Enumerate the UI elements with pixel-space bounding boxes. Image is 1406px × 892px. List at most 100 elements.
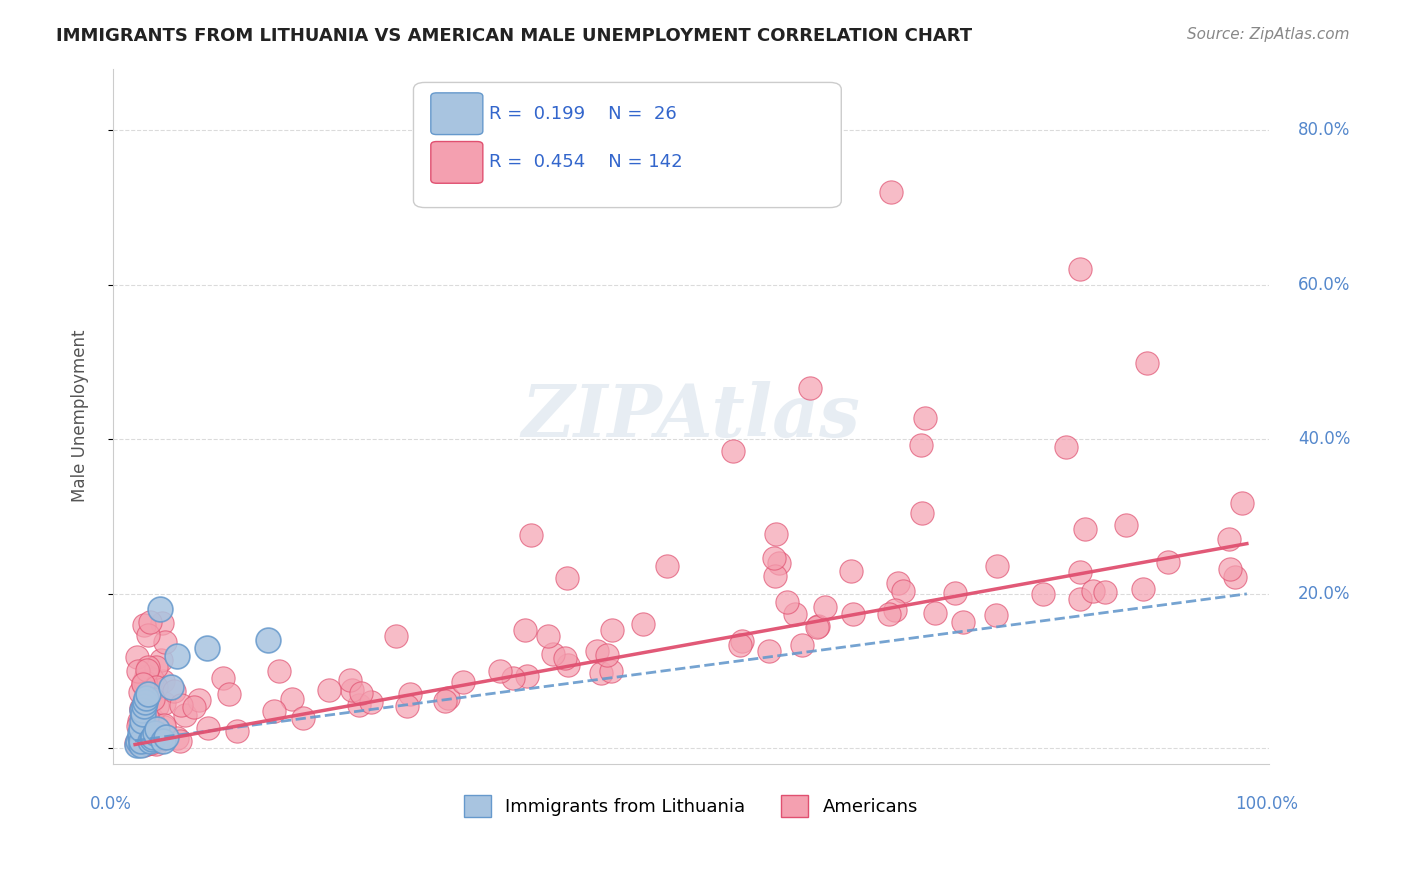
- Americans: [132, 711, 155, 725]
- Americans: [557, 657, 579, 672]
- Americans: [799, 381, 821, 395]
- Americans: [451, 674, 474, 689]
- Immigrants from Lithuania: [127, 738, 149, 752]
- Americans: [814, 600, 837, 615]
- Americans: [886, 575, 908, 590]
- Americans: [142, 673, 165, 688]
- Americans: [138, 731, 160, 745]
- Americans: [537, 629, 560, 643]
- Immigrants from Lithuania: [132, 698, 155, 713]
- Americans: [555, 571, 578, 585]
- Americans: [543, 647, 565, 661]
- Immigrants from Lithuania: [129, 733, 152, 747]
- Americans: [1054, 440, 1077, 454]
- Immigrants from Lithuania: [257, 633, 280, 648]
- Americans: [141, 728, 163, 742]
- Americans: [730, 634, 752, 648]
- Immigrants from Lithuania: [148, 602, 170, 616]
- Americans: [839, 564, 862, 578]
- Americans: [943, 585, 966, 599]
- Americans: [267, 664, 290, 678]
- Y-axis label: Male Unemployment: Male Unemployment: [72, 330, 89, 502]
- Americans: [263, 704, 285, 718]
- Americans: [146, 699, 169, 714]
- Immigrants from Lithuania: [152, 733, 174, 747]
- Americans: [145, 737, 167, 751]
- Americans: [776, 595, 799, 609]
- Americans: [132, 618, 155, 632]
- FancyBboxPatch shape: [413, 82, 841, 208]
- Americans: [145, 660, 167, 674]
- Americans: [758, 643, 780, 657]
- Americans: [952, 615, 974, 629]
- Americans: [149, 731, 172, 746]
- Americans: [785, 607, 807, 621]
- Americans: [842, 607, 865, 621]
- Americans: [163, 684, 186, 698]
- Americans: [150, 615, 173, 630]
- Americans: [141, 672, 163, 686]
- Immigrants from Lithuania: [131, 703, 153, 717]
- Americans: [342, 683, 364, 698]
- Americans: [1218, 532, 1240, 546]
- Americans: [516, 669, 538, 683]
- Americans: [883, 603, 905, 617]
- Text: IMMIGRANTS FROM LITHUANIA VS AMERICAN MALE UNEMPLOYMENT CORRELATION CHART: IMMIGRANTS FROM LITHUANIA VS AMERICAN MA…: [56, 27, 973, 45]
- Americans: [591, 665, 613, 680]
- Americans: [131, 703, 153, 717]
- Americans: [910, 438, 932, 452]
- FancyBboxPatch shape: [430, 93, 482, 135]
- Americans: [891, 584, 914, 599]
- Text: 100.0%: 100.0%: [1234, 795, 1298, 814]
- Americans: [1223, 570, 1246, 584]
- Americans: [1230, 496, 1253, 510]
- Americans: [129, 701, 152, 715]
- Americans: [291, 711, 314, 725]
- Americans: [188, 693, 211, 707]
- Americans: [728, 638, 751, 652]
- Americans: [169, 734, 191, 748]
- Americans: [879, 607, 901, 621]
- Immigrants from Lithuania: [159, 680, 181, 694]
- Americans: [281, 691, 304, 706]
- Americans: [145, 680, 167, 694]
- Americans: [806, 620, 828, 634]
- Americans: [554, 651, 576, 665]
- Americans: [127, 664, 149, 678]
- Text: R =  0.454    N = 142: R = 0.454 N = 142: [489, 153, 682, 171]
- Americans: [139, 615, 162, 629]
- Americans: [1219, 562, 1241, 576]
- Americans: [1136, 356, 1159, 370]
- Americans: [924, 607, 946, 621]
- Americans: [136, 659, 159, 673]
- Americans: [152, 718, 174, 732]
- Americans: [807, 619, 830, 633]
- Americans: [136, 663, 159, 677]
- Text: ZIPAtlas: ZIPAtlas: [522, 381, 860, 451]
- Americans: [135, 669, 157, 683]
- Americans: [515, 624, 537, 638]
- Immigrants from Lithuania: [138, 687, 160, 701]
- Immigrants from Lithuania: [141, 732, 163, 747]
- Americans: [129, 712, 152, 726]
- Text: 40.0%: 40.0%: [1298, 430, 1350, 449]
- Americans: [502, 671, 524, 685]
- Americans: [914, 411, 936, 425]
- Americans: [763, 569, 786, 583]
- Immigrants from Lithuania: [128, 726, 150, 740]
- Immigrants from Lithuania: [135, 691, 157, 706]
- Americans: [136, 737, 159, 751]
- Immigrants from Lithuania: [195, 640, 218, 655]
- Immigrants from Lithuania: [127, 733, 149, 747]
- Americans: [1032, 587, 1054, 601]
- Americans: [128, 685, 150, 699]
- Americans: [395, 698, 418, 713]
- Americans: [600, 623, 623, 637]
- Americans: [136, 710, 159, 724]
- Text: Source: ZipAtlas.com: Source: ZipAtlas.com: [1187, 27, 1350, 42]
- Americans: [910, 506, 932, 520]
- Immigrants from Lithuania: [155, 730, 177, 744]
- Americans: [134, 724, 156, 739]
- Americans: [1094, 585, 1116, 599]
- Americans: [197, 721, 219, 735]
